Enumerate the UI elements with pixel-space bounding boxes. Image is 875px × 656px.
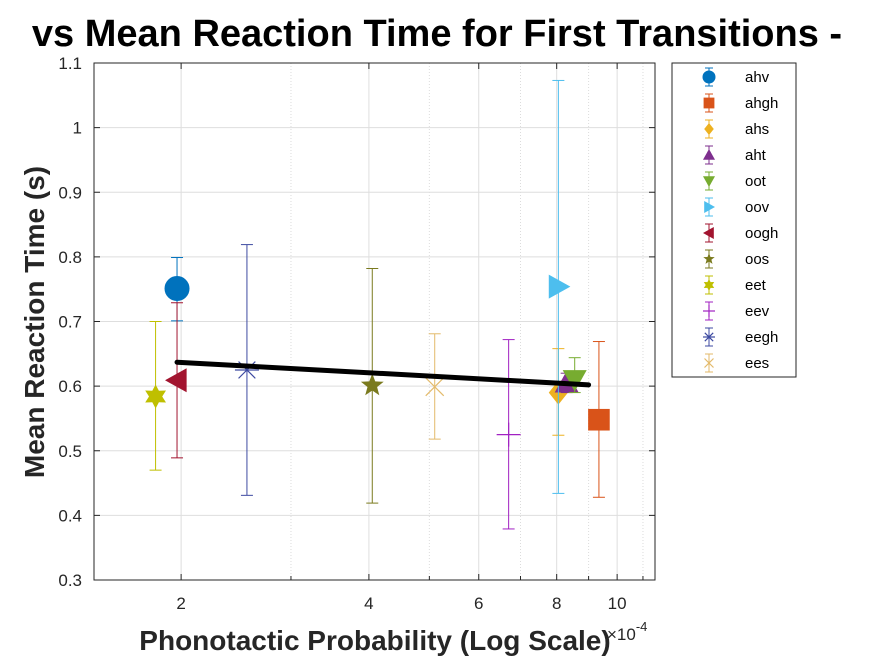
y-tick-label: 0.3 (58, 571, 82, 590)
legend-marker (704, 358, 714, 368)
legend-label: oos (745, 251, 769, 268)
y-tick-label: 0.6 (58, 377, 82, 396)
legend-marker (703, 149, 715, 160)
legend-label: ahgh (745, 95, 778, 112)
y-tick-label: 0.9 (58, 183, 82, 202)
y-tick-label: 0.7 (58, 313, 82, 332)
legend-item-eet: eet (703, 275, 767, 295)
data-point (548, 274, 571, 299)
y-axis-label: Mean Reaction Time (s) (19, 166, 50, 478)
legend-label: ees (745, 355, 769, 372)
series-oos (360, 268, 384, 504)
legend-item-oogh: oogh (703, 223, 778, 243)
legend-marker (703, 279, 715, 291)
y-tick-label: 0.4 (58, 506, 82, 525)
data-point (145, 384, 166, 409)
legend-marker (704, 332, 714, 342)
legend-marker (703, 97, 715, 109)
x-tick-label: 4 (364, 594, 373, 613)
series-oot (562, 357, 587, 394)
x-tick-label: 6 (474, 594, 483, 613)
legend-label: eev (745, 303, 770, 320)
legend-label: oot (745, 173, 767, 190)
legend-item-ahv: ahv (702, 67, 770, 87)
legend-item-eegh: eegh (703, 327, 778, 347)
data-point (588, 408, 610, 431)
grid (94, 63, 655, 580)
chart-title: vs Mean Reaction Time for First Transiti… (32, 13, 842, 55)
legend-marker (703, 253, 715, 264)
legend-item-oov: oov (704, 197, 770, 217)
legend-marker (703, 176, 715, 187)
legend-label: eet (745, 277, 767, 294)
x-tick-label: 10 (608, 594, 627, 613)
fit-line (174, 359, 592, 388)
legend-marker (703, 227, 714, 239)
data-point (165, 368, 187, 393)
data-point (562, 370, 587, 392)
x-tick-label: 2 (176, 594, 185, 613)
series-oov (548, 79, 571, 494)
legend-label: aht (745, 147, 767, 164)
legend-item-eev: eev (703, 301, 770, 321)
legend: ahv ahgh ahs aht oot oov oogh oos eet eev eegh ees (671, 62, 797, 378)
series-oogh (165, 302, 187, 459)
x-exponent-base: ×10 (607, 625, 636, 644)
data-point (164, 276, 190, 302)
legend-item-ees: ees (704, 353, 769, 373)
series-eet (145, 321, 166, 471)
data-point (425, 377, 445, 397)
legend-marker (704, 123, 714, 135)
data-point (360, 373, 384, 396)
data-marks (145, 79, 610, 530)
ticks: 2 4 6 8 10 0.3 0.4 0.5 0.6 0.7 0.8 0.9 1 1.1 (58, 54, 655, 613)
legend-item-oot: oot (703, 171, 767, 191)
legend-marker (702, 70, 716, 84)
y-tick-label: 1 (73, 119, 82, 138)
legend-label: ahs (745, 121, 769, 138)
x-exponent-power: -4 (636, 619, 648, 634)
legend-box (671, 62, 797, 378)
legend-item-ahgh: ahgh (703, 93, 778, 113)
y-tick-label: 0.8 (58, 248, 82, 267)
legend-label: ahv (745, 69, 770, 86)
x-axis-label: Phonotactic Probability (Log Scale) (139, 625, 610, 656)
y-tick-label: 0.5 (58, 442, 82, 461)
legend-label: oov (745, 199, 770, 216)
series-ahgh (588, 341, 610, 498)
legend-item-aht: aht (703, 145, 767, 165)
legend-label: oogh (745, 225, 778, 242)
series-ees (425, 333, 445, 440)
legend-item-ahs: ahs (704, 119, 769, 139)
legend-marker (704, 201, 715, 213)
legend-item-oos: oos (703, 249, 769, 269)
series-eev (496, 339, 521, 530)
y-tick-label: 1.1 (58, 54, 82, 73)
x-exponent-label: ×10-4 (607, 619, 647, 644)
x-tick-label: 8 (552, 594, 561, 613)
legend-label: eegh (745, 329, 778, 346)
